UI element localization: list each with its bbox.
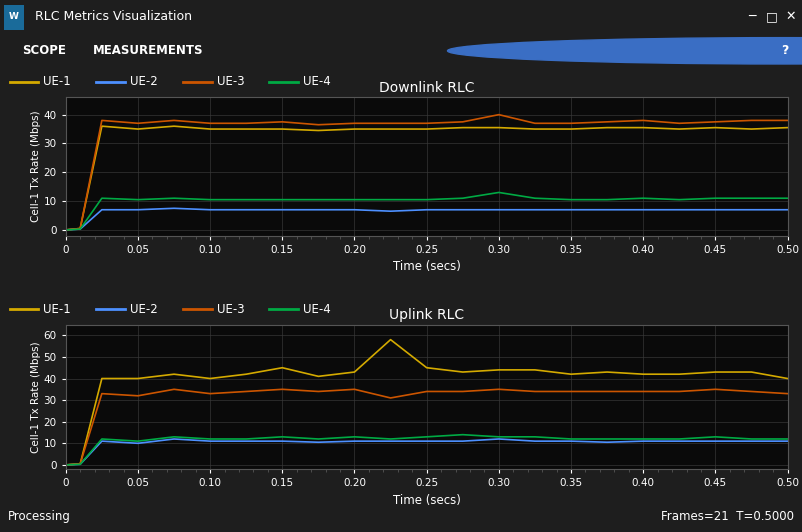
Text: □: □ <box>766 10 777 23</box>
Text: W: W <box>9 12 19 21</box>
Text: UE-3: UE-3 <box>217 75 244 88</box>
Text: MEASUREMENTS: MEASUREMENTS <box>93 44 204 57</box>
Text: UE-2: UE-2 <box>130 75 158 88</box>
Text: ?: ? <box>780 44 788 57</box>
Circle shape <box>448 38 802 64</box>
Text: UE-4: UE-4 <box>303 75 331 88</box>
Title: Downlink RLC: Downlink RLC <box>379 81 475 95</box>
Text: Frames=21  T=0.5000: Frames=21 T=0.5000 <box>661 510 794 523</box>
Y-axis label: Cell-1 Tx Rate (Mbps): Cell-1 Tx Rate (Mbps) <box>30 341 41 453</box>
Title: Uplink RLC: Uplink RLC <box>389 308 464 322</box>
Text: UE-1: UE-1 <box>43 303 71 316</box>
Text: ─: ─ <box>748 10 756 23</box>
Text: ✕: ✕ <box>785 10 796 23</box>
X-axis label: Time (secs): Time (secs) <box>393 494 460 507</box>
Text: Processing: Processing <box>8 510 71 523</box>
Text: UE-4: UE-4 <box>303 303 331 316</box>
X-axis label: Time (secs): Time (secs) <box>393 260 460 273</box>
Text: UE-3: UE-3 <box>217 303 244 316</box>
Y-axis label: Cell-1 Tx Rate (Mbps): Cell-1 Tx Rate (Mbps) <box>30 111 41 222</box>
Text: UE-1: UE-1 <box>43 75 71 88</box>
Text: UE-2: UE-2 <box>130 303 158 316</box>
Bar <box>4 5 24 30</box>
Text: SCOPE: SCOPE <box>22 44 66 57</box>
Text: RLC Metrics Visualization: RLC Metrics Visualization <box>35 10 192 23</box>
